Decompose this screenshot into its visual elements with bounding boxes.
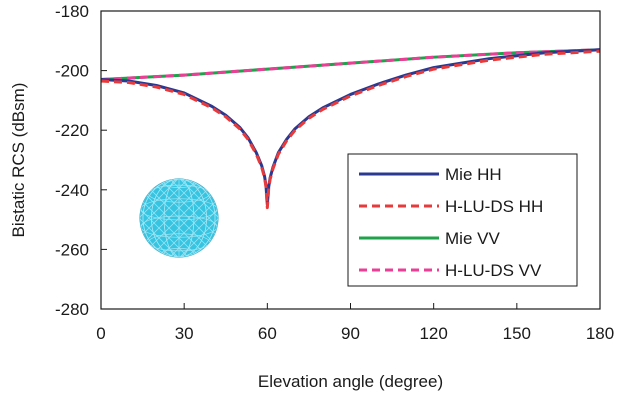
x-tick-label: 180 — [586, 324, 614, 343]
legend-box — [347, 153, 578, 287]
y-tick-label: -220 — [55, 121, 89, 140]
legend-label-3: H-LU-DS VV — [445, 261, 542, 280]
y-tick-label: -180 — [55, 2, 89, 21]
triangulated-sphere-icon — [139, 178, 219, 258]
y-tick-label: -260 — [55, 240, 89, 259]
legend-label-2: Mie VV — [445, 229, 500, 248]
legend-label-1: H-LU-DS HH — [445, 197, 543, 216]
axis-ticks: 0 30 60 90 120 150 180 -180 -200 -220 -240 -260 -280 — [55, 2, 614, 343]
series-line-3 — [100, 48, 601, 82]
x-tick-label: 90 — [341, 324, 360, 343]
x-tick-label: 120 — [419, 324, 447, 343]
y-tick-label: -280 — [55, 300, 89, 319]
y-tick-label: -240 — [55, 181, 89, 200]
legend: Mie HH H-LU-DS HH Mie VV H-LU-DS VV — [347, 153, 578, 287]
x-tick-label: 30 — [175, 324, 194, 343]
x-tick-label: 150 — [503, 324, 531, 343]
series-lines — [100, 48, 601, 210]
legend-label-0: Mie HH — [445, 165, 502, 184]
x-axis-label: Elevation angle (degree) — [258, 372, 443, 391]
series-line-1 — [100, 49, 601, 210]
y-tick-label: -200 — [55, 62, 89, 81]
y-axis-label: Bistatic RCS (dBsm) — [9, 83, 28, 238]
sphere-mesh — [140, 179, 218, 257]
x-tick-label: 0 — [96, 324, 105, 343]
x-tick-label: 60 — [258, 324, 277, 343]
